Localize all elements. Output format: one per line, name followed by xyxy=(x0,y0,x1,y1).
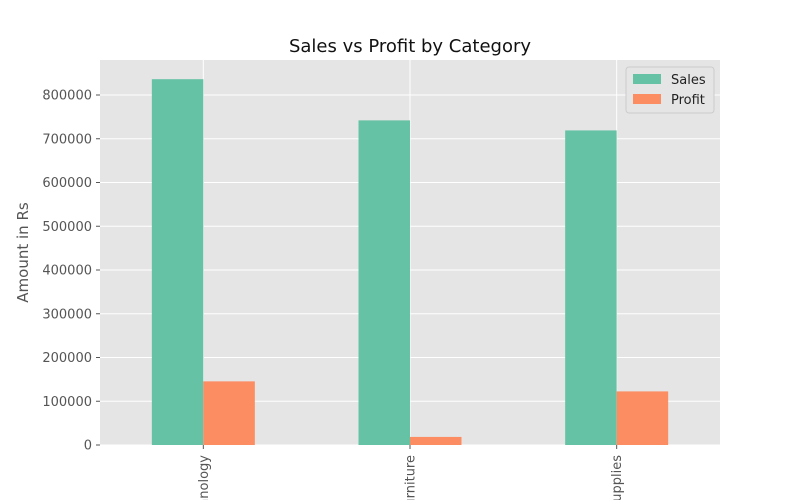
bar-sales-2 xyxy=(565,130,617,445)
y-tick-label: 200000 xyxy=(42,351,92,366)
bar-profit-2 xyxy=(616,391,669,445)
bar-profit-1 xyxy=(410,436,462,445)
x-tick-label: Office Supplies xyxy=(610,455,625,500)
y-tick-label: 500000 xyxy=(42,220,92,235)
legend-swatch-profit xyxy=(633,94,661,104)
legend-label-profit: Profit xyxy=(671,93,705,108)
bar-profit-0 xyxy=(203,381,255,445)
y-tick-label: 100000 xyxy=(42,395,92,410)
y-tick-label: 600000 xyxy=(42,176,92,191)
y-axis: 0 100000 200000 300000 400000 500000 600000 700… xyxy=(42,89,100,454)
y-tick-label: 800000 xyxy=(42,89,92,104)
y-tick-label: 0 xyxy=(84,439,92,454)
y-tick-label: 400000 xyxy=(42,264,92,279)
y-tick-label: 700000 xyxy=(42,132,92,147)
bar-sales-0 xyxy=(151,79,204,446)
y-axis-label: Amount in Rs xyxy=(14,202,32,303)
chart-title: Sales vs Profit by Category xyxy=(289,36,531,57)
x-tick-label: Technology xyxy=(197,455,212,500)
legend-label-sales: Sales xyxy=(671,73,706,88)
legend: Sales Profit xyxy=(625,66,715,114)
x-axis: Technology Furniture Office Supplies xyxy=(197,445,625,500)
x-tick-label: Furniture xyxy=(404,455,419,500)
bars xyxy=(151,79,669,446)
y-tick-label: 300000 xyxy=(42,307,92,322)
bar-sales-1 xyxy=(358,120,410,446)
legend-swatch-sales xyxy=(633,74,661,84)
